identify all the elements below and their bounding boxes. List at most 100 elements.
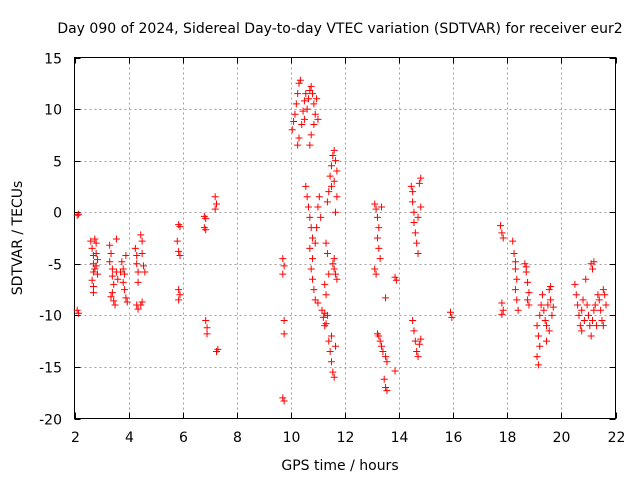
data-point xyxy=(521,260,529,268)
data-point xyxy=(594,291,602,299)
data-point xyxy=(280,397,288,405)
data-point xyxy=(73,211,81,219)
data-point xyxy=(587,332,595,340)
data-point xyxy=(375,244,383,252)
data-point xyxy=(321,322,329,330)
data-point xyxy=(536,342,544,350)
x-tick-label: 16 xyxy=(445,430,463,446)
data-point xyxy=(89,282,97,290)
x-tick-label: 10 xyxy=(283,430,301,446)
data-point xyxy=(279,255,287,263)
data-point xyxy=(176,252,184,260)
data-point xyxy=(137,231,145,239)
data-point xyxy=(415,340,423,348)
y-axis-label: SDTVAR / TECUs xyxy=(10,181,26,296)
data-point xyxy=(122,294,130,302)
data-point xyxy=(330,146,338,154)
data-point xyxy=(597,306,605,314)
data-point xyxy=(332,342,340,350)
data-point xyxy=(593,322,601,330)
data-point xyxy=(326,347,334,355)
data-point xyxy=(311,239,319,247)
data-point xyxy=(549,303,557,311)
data-point xyxy=(310,121,318,129)
data-point xyxy=(417,203,425,211)
data-point xyxy=(327,162,335,170)
data-point xyxy=(87,237,95,245)
data-point xyxy=(326,172,334,180)
data-point xyxy=(586,322,594,330)
data-point xyxy=(584,311,592,319)
data-point xyxy=(121,286,129,294)
data-point xyxy=(598,317,606,325)
data-point xyxy=(106,258,114,266)
data-point xyxy=(591,301,599,309)
data-point xyxy=(202,226,210,234)
data-point xyxy=(311,110,319,118)
data-point xyxy=(138,298,146,306)
data-point xyxy=(511,265,519,273)
data-point xyxy=(114,275,122,283)
data-point xyxy=(513,275,521,283)
data-point xyxy=(309,90,317,98)
x-tick-label: 8 xyxy=(233,430,242,446)
data-point xyxy=(413,239,421,247)
data-point xyxy=(417,335,425,343)
data-point xyxy=(417,174,425,182)
data-point xyxy=(411,229,419,237)
y-tick-label: -20 xyxy=(39,413,62,429)
data-point xyxy=(304,95,312,103)
data-point xyxy=(533,322,541,330)
data-point xyxy=(589,317,597,325)
data-point xyxy=(513,296,521,304)
data-point xyxy=(319,313,327,321)
data-point xyxy=(413,347,421,355)
data-point xyxy=(330,265,338,273)
data-point xyxy=(202,317,210,325)
data-point xyxy=(327,358,335,366)
y-tick-label: 0 xyxy=(53,206,62,222)
data-point xyxy=(522,263,530,271)
data-point xyxy=(176,291,184,299)
data-point xyxy=(203,330,211,338)
data-point xyxy=(296,76,304,84)
data-point xyxy=(92,249,100,257)
data-point xyxy=(302,182,310,190)
data-point xyxy=(309,234,317,242)
data-point xyxy=(134,268,142,276)
data-point xyxy=(373,213,381,221)
data-points xyxy=(73,76,610,405)
data-point xyxy=(379,347,387,355)
data-point xyxy=(119,278,127,286)
data-point xyxy=(541,317,549,325)
data-point xyxy=(325,270,333,278)
data-point xyxy=(300,115,308,123)
data-point xyxy=(511,286,519,294)
data-point xyxy=(314,299,322,307)
data-point xyxy=(544,301,552,309)
data-point xyxy=(89,289,97,297)
data-point xyxy=(525,289,533,297)
chart-title: Day 090 of 2024, Sidereal Day-to-day VTE… xyxy=(57,21,622,37)
data-point xyxy=(545,286,553,294)
data-point xyxy=(280,330,288,338)
data-point xyxy=(310,286,318,294)
data-point xyxy=(571,280,579,288)
data-point xyxy=(599,322,607,330)
data-point xyxy=(391,273,399,281)
data-point xyxy=(329,260,337,268)
data-point xyxy=(392,276,400,284)
x-tick-label: 4 xyxy=(125,430,134,446)
data-point xyxy=(303,105,311,113)
data-point xyxy=(411,337,419,345)
data-point xyxy=(599,286,607,294)
data-point xyxy=(391,367,399,375)
data-point xyxy=(325,188,333,196)
data-point xyxy=(534,361,542,369)
data-point xyxy=(315,193,323,201)
data-point xyxy=(590,306,598,314)
data-point xyxy=(91,235,99,243)
data-point xyxy=(88,276,96,284)
data-point xyxy=(371,265,379,273)
data-point xyxy=(138,237,146,245)
